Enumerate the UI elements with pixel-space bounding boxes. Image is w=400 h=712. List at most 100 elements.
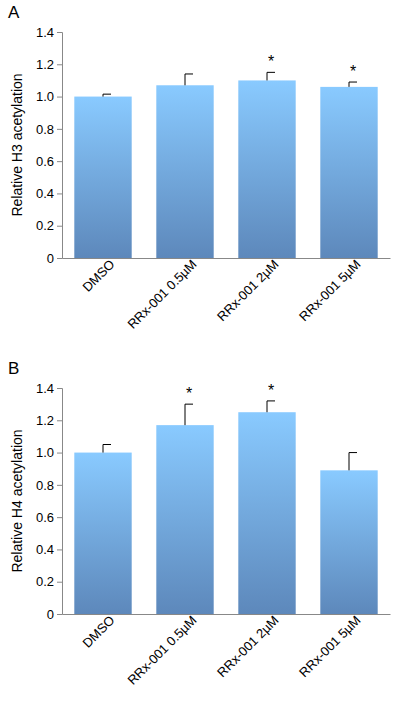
tick-label: 1.2 xyxy=(36,413,54,428)
tick: 1.0 xyxy=(36,445,62,460)
figure: 00.20.40.60.81.01.21.4DMSORRx-001 0.5µMR… xyxy=(0,0,400,712)
error-bar xyxy=(185,74,193,85)
tick: 0.4 xyxy=(36,542,62,557)
tick: DMSO xyxy=(79,257,117,295)
panel: 00.20.40.60.81.01.21.4DMSORRx-001 0.5µMR… xyxy=(8,359,391,688)
tick-label: 1.2 xyxy=(36,57,54,72)
tick-mark xyxy=(57,64,62,65)
error-bar-cap xyxy=(267,400,275,401)
tick: RRx-001 5µM xyxy=(296,257,364,325)
tick-mark xyxy=(57,453,62,454)
tick-mark xyxy=(57,582,62,583)
axis-line xyxy=(57,33,63,259)
tick: 0.6 xyxy=(36,510,62,525)
tick-label: 0.4 xyxy=(36,542,54,557)
tick: RRx-001 5µM xyxy=(296,613,364,681)
error-bar-cap xyxy=(103,444,111,445)
tick: 1.2 xyxy=(36,413,62,428)
tick: 0 xyxy=(47,251,62,266)
bar xyxy=(74,97,131,258)
error-bar-cap xyxy=(185,404,193,405)
tick-mark xyxy=(57,32,62,33)
error-bar-cap xyxy=(103,94,111,95)
tick: 1.2 xyxy=(36,57,62,72)
tick-mark xyxy=(57,549,62,550)
plot-area xyxy=(74,72,377,258)
tick-label: 0.2 xyxy=(36,218,54,233)
error-bar-stem xyxy=(349,453,350,471)
error-bar-stem xyxy=(349,82,350,87)
error-bar-cap xyxy=(349,452,357,453)
error-bar xyxy=(185,404,193,425)
tick: 0.6 xyxy=(36,154,62,169)
y-axis: 00.20.40.60.81.01.21.4 xyxy=(36,25,63,266)
tick-label: 0 xyxy=(47,607,54,622)
annotation: * xyxy=(350,63,356,80)
tick-label: 0.8 xyxy=(36,478,54,493)
tick: 1.4 xyxy=(36,381,62,396)
panel: 00.20.40.60.81.01.21.4DMSORRx-001 0.5µMR… xyxy=(8,3,391,332)
x-axis: DMSORRx-001 0.5µMRRx-001 2µMRRx-001 5µM xyxy=(63,613,391,688)
axis-line xyxy=(63,614,391,615)
tick-mark xyxy=(57,388,62,389)
tick-mark xyxy=(57,258,62,259)
panel-title: B xyxy=(8,359,19,378)
bar xyxy=(238,412,295,614)
tick: 0 xyxy=(47,607,62,622)
annotation: * xyxy=(268,382,274,399)
x-axis: DMSORRx-001 0.5µMRRx-001 2µMRRx-001 5µM xyxy=(63,257,391,332)
error-bar xyxy=(267,72,275,80)
tick-label: DMSO xyxy=(79,257,117,295)
tick: 1.0 xyxy=(36,89,62,104)
tick: RRx-001 2µM xyxy=(214,613,282,681)
tick: 0.2 xyxy=(36,574,62,589)
tick-mark xyxy=(57,485,62,486)
tick: 0.8 xyxy=(36,478,62,493)
bar xyxy=(320,470,377,614)
tick-label: 0.6 xyxy=(36,154,54,169)
tick-label: RRx-001 2µM xyxy=(214,613,282,681)
tick-label: 0.4 xyxy=(36,186,54,201)
error-bar-stem xyxy=(103,445,104,453)
y-axis-title: Relative H4 acetylation xyxy=(9,429,25,572)
tick-label: 1.4 xyxy=(36,381,54,396)
error-bar xyxy=(103,94,111,96)
error-bar xyxy=(349,82,357,87)
tick-mark xyxy=(57,614,62,615)
tick-mark xyxy=(57,420,62,421)
tick-label: 1.0 xyxy=(36,445,54,460)
tick: RRx-001 0.5µM xyxy=(124,257,199,332)
error-bar-cap xyxy=(185,73,193,74)
error-bar-stem xyxy=(185,74,186,85)
bar xyxy=(238,80,295,258)
error-bar-stem xyxy=(267,72,268,80)
tick-mark xyxy=(57,129,62,130)
error-bar-stem xyxy=(267,401,268,412)
axis-line xyxy=(57,389,63,615)
error-bar xyxy=(103,445,111,453)
tick-label: DMSO xyxy=(79,613,117,651)
bar xyxy=(320,87,377,258)
annotation: * xyxy=(186,385,192,402)
tick: 0.4 xyxy=(36,186,62,201)
tick-mark xyxy=(57,161,62,162)
bar xyxy=(156,425,213,614)
tick-label: 1.0 xyxy=(36,89,54,104)
tick-label: 0 xyxy=(47,251,54,266)
tick-mark xyxy=(57,226,62,227)
tick-mark xyxy=(57,517,62,518)
bar xyxy=(74,453,131,614)
tick-label: 0.8 xyxy=(36,122,54,137)
error-bar-cap xyxy=(267,72,275,73)
y-axis-title: Relative H3 acetylation xyxy=(9,73,25,216)
tick-label: RRx-001 0.5µM xyxy=(124,613,199,688)
tick-label: RRx-001 0.5µM xyxy=(124,257,199,332)
bar xyxy=(156,85,213,258)
tick-label: RRx-001 2µM xyxy=(214,257,282,325)
y-axis: 0 0.2 0.4 0.6 0.8 1.0 1.2 1.4 xyxy=(36,381,63,622)
error-bar xyxy=(349,453,357,471)
plot-area xyxy=(74,401,377,614)
tick: DMSO xyxy=(79,613,117,651)
tick-mark xyxy=(57,193,62,194)
tick-label: 0.2 xyxy=(36,574,54,589)
